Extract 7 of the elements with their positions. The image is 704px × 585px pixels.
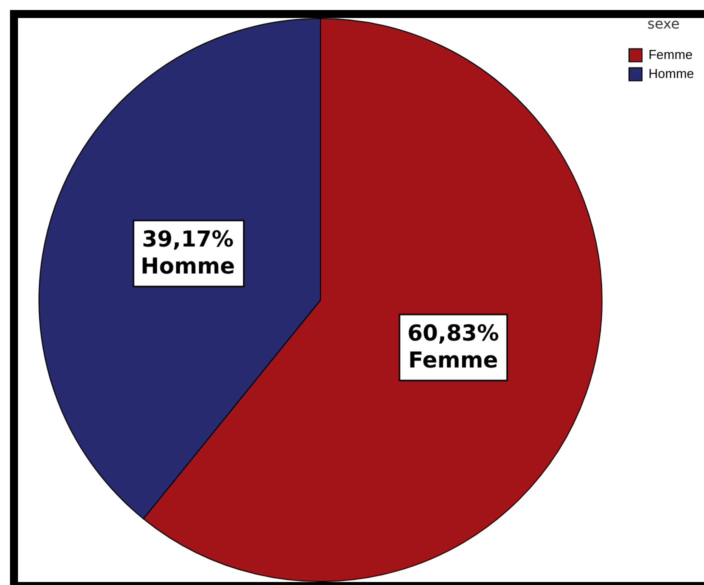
legend-label: Homme bbox=[648, 66, 694, 81]
legend-label: Femme bbox=[648, 46, 693, 62]
data-label: 39,17% bbox=[142, 228, 234, 253]
slice-label: Homme bbox=[140, 254, 235, 280]
legend-title: sexe bbox=[647, 16, 680, 33]
slice-label: Femme bbox=[408, 348, 498, 374]
data-label: 60,83% bbox=[407, 322, 499, 347]
